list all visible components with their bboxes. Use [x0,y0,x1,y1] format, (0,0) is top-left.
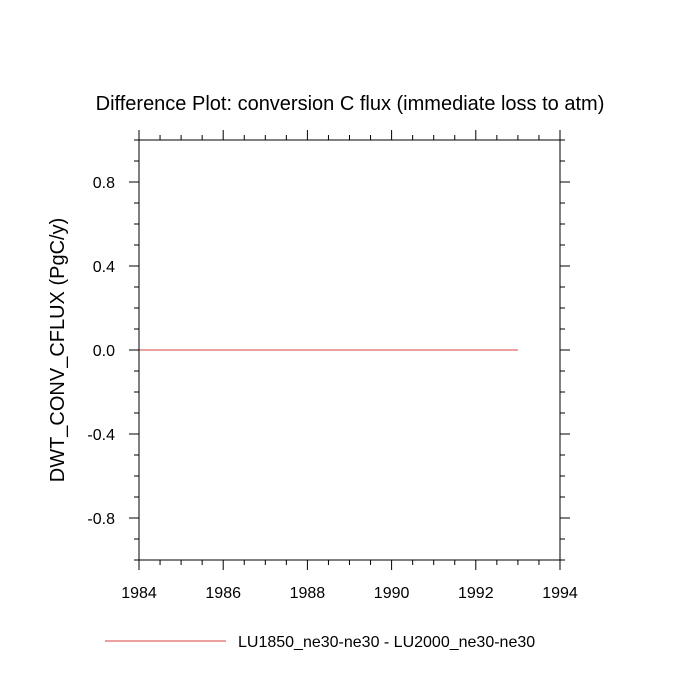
x-tick-label: 1990 [374,585,410,602]
y-tick-label: 0.4 [93,259,115,276]
y-tick-label: 0.8 [93,175,115,192]
x-tick-label: 1988 [290,585,326,602]
x-tick-label: 1992 [458,585,494,602]
x-tick-label: 1986 [205,585,241,602]
y-tick-label: -0.8 [87,511,115,528]
legend-label: LU1850_ne30-ne30 - LU2000_ne30-ne30 [238,634,535,651]
legend: LU1850_ne30-ne30 - LU2000_ne30-ne30 [105,634,535,651]
y-tick-label: 0.0 [93,343,115,360]
y-tick-label: -0.4 [87,427,115,444]
axis-ticks [129,130,570,570]
chart-title: Difference Plot: conversion C flux (imme… [96,93,605,115]
plot-frame [138,139,561,561]
x-tick-label: 1984 [121,585,157,602]
x-tick-label: 1994 [542,585,578,602]
axis-tick-labels: -0.8 -0.4 0.0 0.4 0.8 1984 1986 1988 1990 1992 199… [87,175,577,602]
y-axis-label: DWT_CONV_CFLUX (PgC/y) [47,218,69,482]
